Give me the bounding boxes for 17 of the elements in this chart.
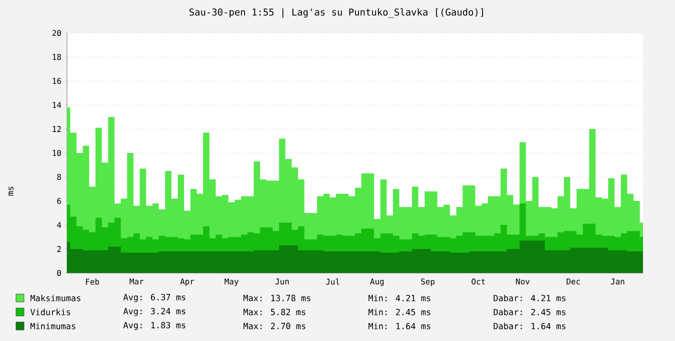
text: Dabar: 4.21 ms [494,294,566,302]
text: Dabar: 1.64 ms [494,322,566,330]
legend-label: Minimumas [30,322,76,330]
text: Max: 2.70 ms [244,322,306,330]
legend-label: Maksimumas [30,294,80,302]
text: Min: 2.45 ms [368,308,430,316]
text: Min: 1.64 ms [368,322,430,330]
text: Dabar: 2.45 ms [494,308,566,316]
text: Avg: 1.83 ms [123,322,186,330]
y-axis-title: ms [8,186,14,196]
legend-label: Vidurkis [30,308,70,316]
text: Min: 4.21 ms [368,294,430,302]
text: Avg: 6.37 ms [123,294,186,302]
text: Max: 5.82 ms [244,308,306,316]
chart-title: Sau-30-pen 1:55 | Lag'as su Puntuko_Slavka [(Gaudo)] [189,8,483,18]
text: Max: 13.78 ms [244,294,310,302]
text: Avg: 3.24 ms [123,308,186,316]
